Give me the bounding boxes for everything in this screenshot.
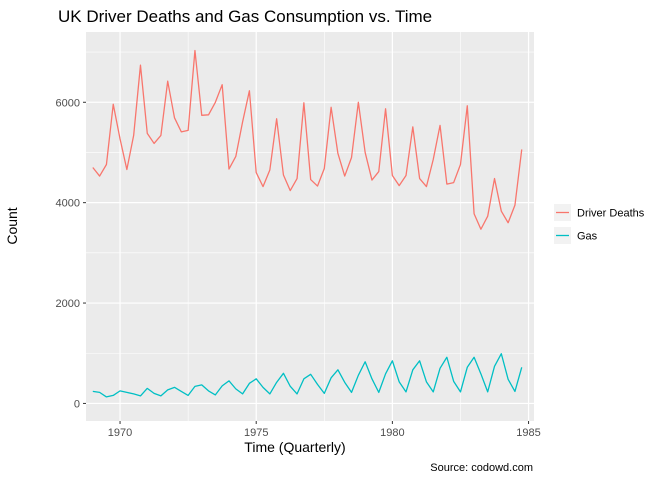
legend-label-gas: Gas: [577, 231, 598, 243]
legend-label-driver-deaths: Driver Deaths: [577, 208, 645, 220]
series-line-gas: [92, 353, 523, 398]
series-lines: [92, 49, 523, 398]
x-tick-label: 1985: [516, 427, 540, 439]
x-tick-label: 1970: [108, 427, 132, 439]
y-tick-label: 4000: [56, 198, 80, 210]
x-tick-label: 1980: [380, 427, 404, 439]
y-tick-label: 6000: [56, 97, 80, 109]
y-axis: 0 2000 4000 6000: [56, 97, 86, 410]
chart-caption: Source: codowd.com: [430, 462, 533, 474]
grid-minor: [86, 32, 534, 421]
chart-title: UK Driver Deaths and Gas Consumption vs.…: [58, 7, 432, 26]
y-tick-label: 0: [74, 398, 80, 410]
grid-major: [86, 32, 534, 421]
plot-panel: [86, 32, 534, 421]
series-line-driver-deaths: [92, 49, 523, 230]
x-tick-label: 1975: [244, 427, 268, 439]
legend: Driver Deaths Gas: [554, 204, 645, 244]
y-axis-title: Count: [4, 207, 20, 244]
y-tick-label: 2000: [56, 298, 80, 310]
x-axis: 1970 1975 1980 1985: [108, 421, 541, 439]
x-axis-title: Time (Quarterly): [244, 439, 345, 455]
